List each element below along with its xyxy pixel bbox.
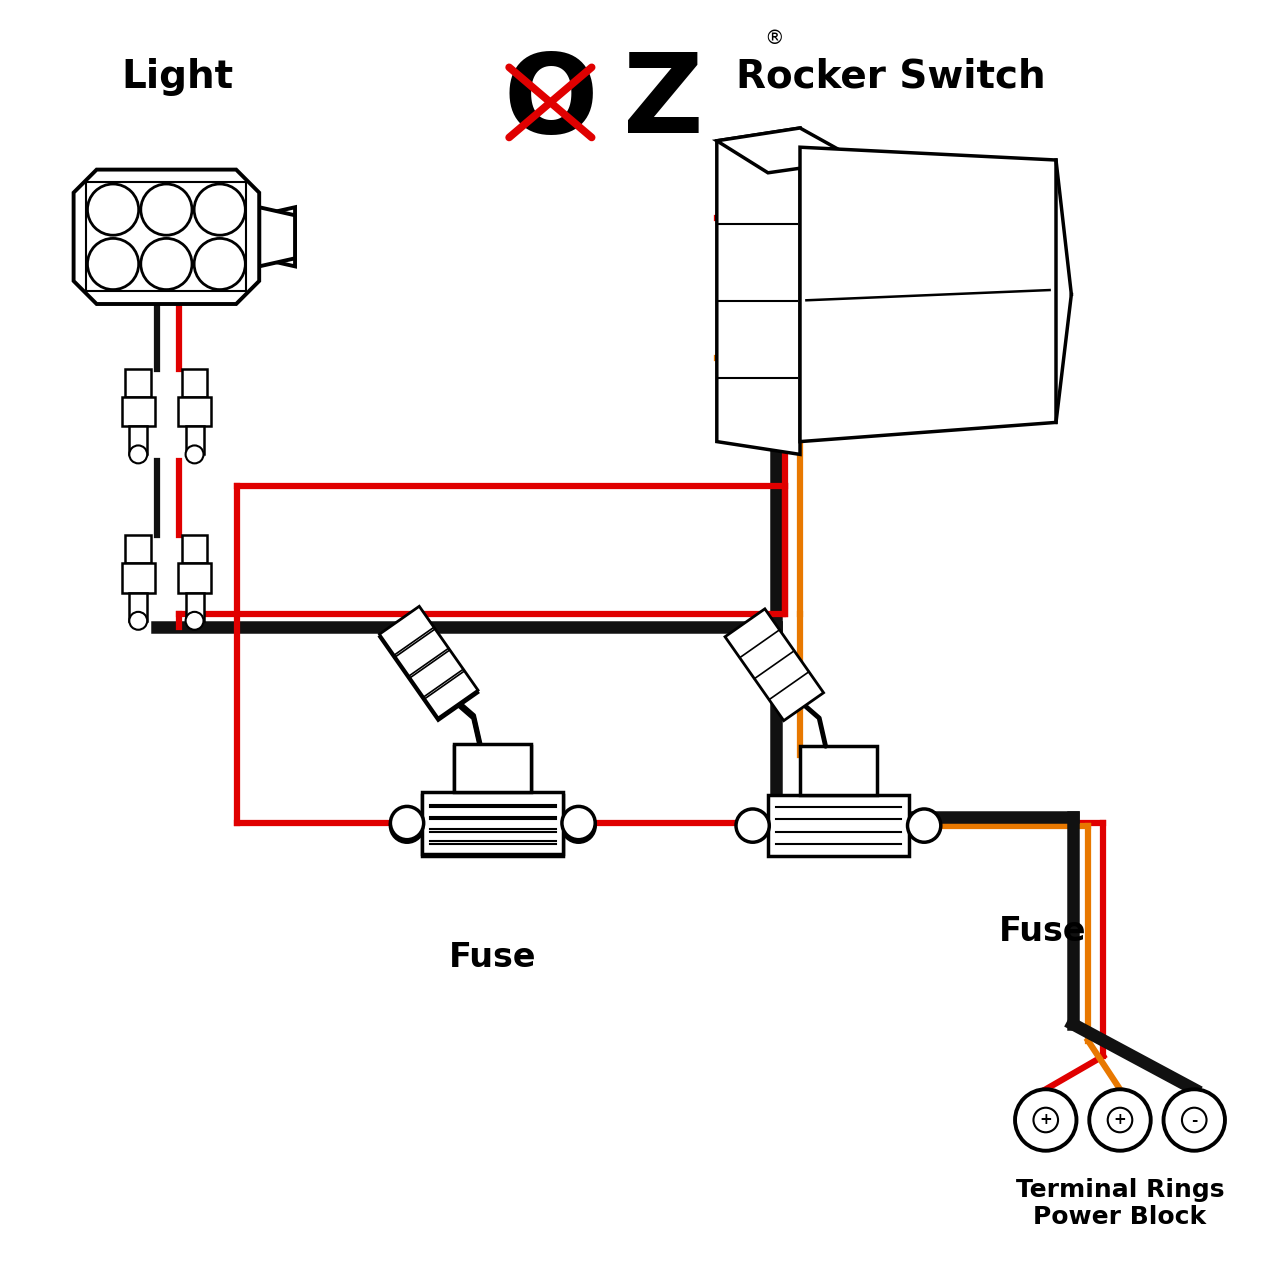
Circle shape [1033,1107,1059,1133]
Circle shape [195,184,246,236]
Circle shape [1107,1107,1133,1133]
Polygon shape [260,207,296,266]
Text: -: - [1192,1112,1197,1128]
Circle shape [562,809,595,842]
Circle shape [1164,1089,1225,1151]
Bar [125,535,151,563]
Bar [454,744,531,792]
Text: Fuse: Fuse [998,915,1085,948]
Bar [422,792,563,854]
Polygon shape [260,207,296,266]
Circle shape [736,809,769,842]
Polygon shape [800,147,1056,442]
Text: +: + [1114,1112,1126,1128]
Bar [129,593,147,621]
Bar [182,369,207,397]
Circle shape [129,612,147,630]
Circle shape [1181,1107,1207,1133]
Bar [186,426,204,454]
Polygon shape [379,607,477,718]
Polygon shape [717,128,858,173]
Bar [129,426,147,454]
Bar [422,795,563,856]
Polygon shape [379,609,477,721]
Text: O: O [503,49,598,156]
Circle shape [129,445,147,463]
Text: Rocker Switch: Rocker Switch [736,58,1046,96]
Text: +: + [1039,1112,1052,1128]
Polygon shape [717,128,800,454]
Text: Z: Z [623,49,704,156]
Text: Fuse: Fuse [449,941,536,974]
Circle shape [908,809,941,842]
Bar [125,369,151,397]
Bar [122,397,155,426]
Bar [178,397,211,426]
Circle shape [390,809,424,842]
Circle shape [1015,1089,1076,1151]
Bar [800,746,877,795]
Bar [182,535,207,563]
Circle shape [141,238,192,289]
Circle shape [141,184,192,236]
Circle shape [186,445,204,463]
Polygon shape [724,609,823,721]
Bar [178,563,211,593]
Bar [87,183,247,292]
Text: Terminal Rings
Power Block: Terminal Rings Power Block [1016,1178,1224,1229]
Circle shape [87,238,138,289]
Bar [186,593,204,621]
Circle shape [390,806,424,840]
Circle shape [1089,1089,1151,1151]
Circle shape [195,238,246,289]
Circle shape [87,184,138,236]
Bar [454,746,531,795]
Bar [768,795,909,856]
Text: ®: ® [764,29,783,47]
Circle shape [186,612,204,630]
Polygon shape [74,170,260,305]
Circle shape [562,806,595,840]
Text: Light: Light [122,58,234,96]
Bar [122,563,155,593]
